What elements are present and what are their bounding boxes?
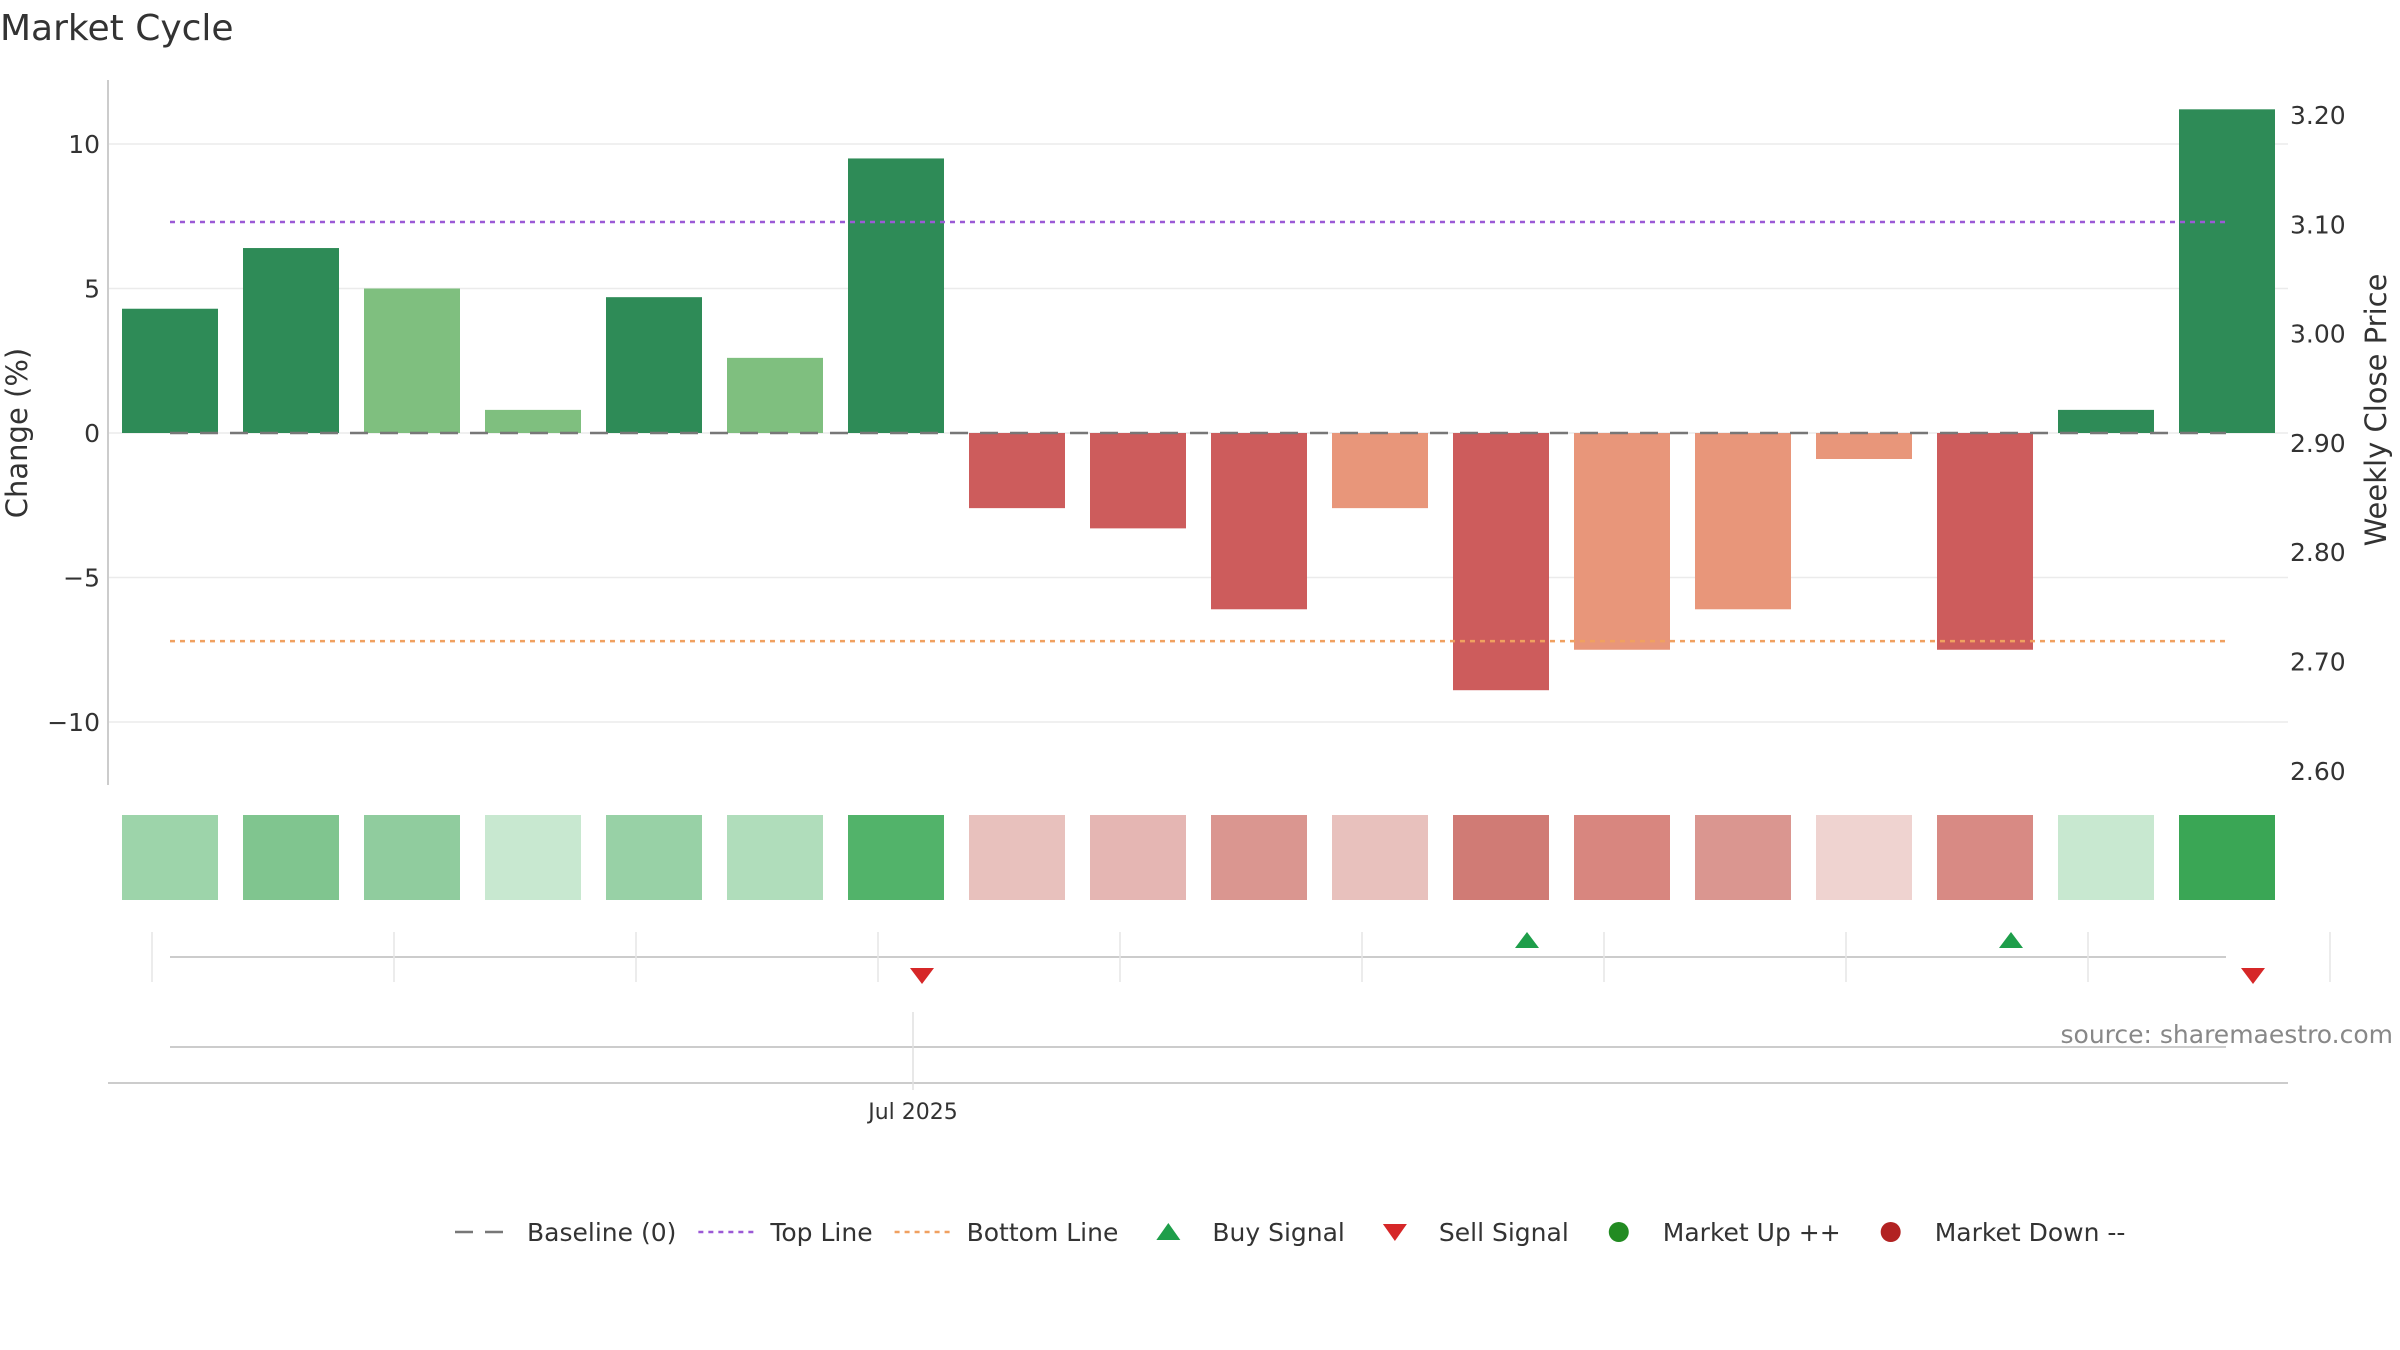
heat-cell [243, 815, 339, 900]
legend-item-label: Bottom Line [967, 1218, 1119, 1247]
heat-cell [1211, 815, 1307, 900]
y-tick-label: −10 [47, 708, 100, 737]
bar [727, 357, 823, 433]
sell-triangle-icon [1382, 1224, 1407, 1241]
sell-signal-marker [2241, 968, 2265, 984]
bar [969, 433, 1065, 509]
bar [2058, 409, 2154, 433]
buy-triangle-icon [1156, 1223, 1181, 1240]
heat-cell [485, 815, 581, 900]
source-text: source: sharemaestro.com [2061, 1020, 2394, 1049]
legend-item-label: Top Line [769, 1218, 872, 1247]
heat-cell [364, 815, 460, 900]
circle-icon [1608, 1222, 1629, 1242]
y2-tick-label: 2.90 [2290, 429, 2346, 458]
heat-cell [727, 815, 823, 900]
time-axis: Jul 2025 [108, 1012, 2288, 1125]
bar [606, 297, 702, 433]
bar [1453, 433, 1549, 691]
bar [1574, 433, 1670, 650]
x-tick-label: Jul 2025 [866, 1100, 958, 1125]
signal-row [151, 932, 2331, 984]
legend-item-label: Sell Signal [1439, 1218, 1569, 1247]
y2-tick-label: 2.60 [2290, 757, 2346, 786]
circle-icon [1880, 1222, 1901, 1242]
bar [364, 288, 460, 433]
buy-signal-marker [1515, 932, 1539, 948]
bar [1090, 433, 1186, 529]
heat-cell [848, 815, 944, 900]
heat-strip [122, 815, 2275, 900]
heat-cell [2179, 815, 2275, 900]
bar [848, 158, 944, 433]
y2-tick-label: 2.80 [2290, 538, 2346, 567]
y2-tick-label: 3.10 [2290, 210, 2346, 239]
bar [122, 308, 218, 433]
y-tick-label: 0 [84, 419, 100, 448]
heat-cell [1695, 815, 1791, 900]
axes: 10 5 0 −5 −10 3.20 3.10 3.00 2.90 2.80 2.70 2.60 Cha… [0, 80, 2393, 786]
legend-item-label: Market Up ++ [1663, 1218, 1841, 1247]
chart-title: Market Cycle [0, 8, 234, 49]
bar [1816, 433, 1912, 460]
legend: Baseline (0) Top Line Bottom Line Buy Signa… [455, 1218, 2125, 1247]
heat-cell [1937, 815, 2033, 900]
legend-item-label: Market Down -- [1935, 1218, 2126, 1247]
bar [243, 248, 339, 433]
y2-tick-label: 2.70 [2290, 648, 2346, 677]
heat-cell [969, 815, 1065, 900]
heat-cell [1332, 815, 1428, 900]
y-tick-label: 5 [84, 275, 100, 304]
heat-cell [1453, 815, 1549, 900]
heat-cell [1574, 815, 1670, 900]
legend-item-label: Buy Signal [1212, 1218, 1345, 1247]
bar [1937, 433, 2033, 650]
heat-cell [606, 815, 702, 900]
bar [1211, 433, 1307, 610]
y2-axis-title: Weekly Close Price [2359, 274, 2393, 547]
heat-cell [122, 815, 218, 900]
legend-item-label: Baseline (0) [527, 1218, 676, 1247]
y-tick-label: 10 [68, 130, 100, 159]
bar [2179, 109, 2275, 433]
sell-signal-marker [910, 968, 934, 984]
y-tick-label: −5 [63, 564, 100, 593]
heat-cell [1816, 815, 1912, 900]
heat-cell [2058, 815, 2154, 900]
bars [122, 109, 2275, 691]
bar [1332, 433, 1428, 509]
y-axis-title: Change (%) [0, 348, 34, 518]
y2-tick-label: 3.20 [2290, 101, 2346, 130]
heat-cell [1090, 815, 1186, 900]
reference-lines [170, 220, 2226, 643]
buy-signal-marker [1999, 932, 2023, 948]
bar [1695, 433, 1791, 610]
y2-tick-label: 3.00 [2290, 320, 2346, 349]
bar [485, 409, 581, 433]
